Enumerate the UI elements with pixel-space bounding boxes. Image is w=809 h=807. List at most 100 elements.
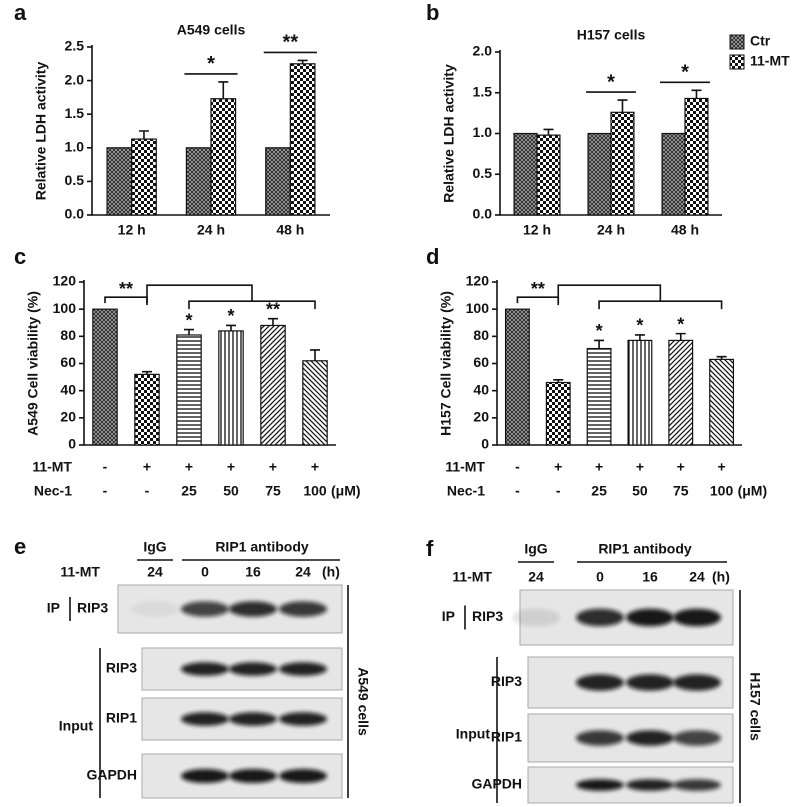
y-tick-label: 80 xyxy=(60,327,76,343)
condition-value: - xyxy=(103,459,108,475)
cell-line-label: H157 cells xyxy=(747,672,763,741)
blot-band xyxy=(576,674,624,691)
significance-label: * xyxy=(207,53,215,75)
y-tick-label: 0 xyxy=(481,436,489,452)
y-tick-label: 0.5 xyxy=(65,172,85,188)
bar xyxy=(218,330,244,446)
bar xyxy=(513,132,538,216)
condition-value: + xyxy=(554,459,562,475)
blot-band xyxy=(626,608,674,627)
y-tick-label: 20 xyxy=(60,409,76,425)
blot-band xyxy=(626,730,674,746)
x-tick-label: 12 h xyxy=(523,222,551,238)
error-bar xyxy=(691,89,702,99)
y-axis-label: A549 Cell viability (%) xyxy=(25,291,41,436)
condition-value: + xyxy=(636,459,644,475)
error-bar xyxy=(716,355,727,360)
condition-name: Nec-1 xyxy=(447,483,485,499)
input-label: Input xyxy=(456,726,491,742)
bar xyxy=(661,132,686,216)
error-bar xyxy=(634,334,645,341)
bar xyxy=(260,324,286,446)
y-tick-label: 100 xyxy=(466,300,490,316)
bar xyxy=(106,147,133,216)
condition-name: 11-MT xyxy=(445,459,485,475)
blot-band xyxy=(229,601,277,617)
bar xyxy=(176,334,202,446)
condition-value: 25 xyxy=(181,483,197,499)
time-label: 24 xyxy=(147,564,163,580)
x-tick-label: 48 h xyxy=(276,222,304,238)
bar xyxy=(586,347,612,446)
legend-label: Ctr xyxy=(750,33,771,49)
bar xyxy=(289,63,316,216)
blot-band xyxy=(576,730,624,746)
bar xyxy=(668,339,694,446)
significance-label: * xyxy=(677,314,684,334)
input-target: RIP1 xyxy=(106,710,137,726)
panel-letter: e xyxy=(14,534,26,559)
blot-band xyxy=(279,662,327,676)
input-label: Input xyxy=(59,718,94,734)
error-bar xyxy=(297,59,308,64)
ip-target: RIP3 xyxy=(472,608,503,624)
blot-band xyxy=(229,662,277,676)
bar xyxy=(92,308,118,446)
bar xyxy=(185,147,212,216)
condition-value: + xyxy=(595,459,603,475)
error-bar xyxy=(184,328,194,335)
treatment-label: 11-MT xyxy=(60,564,100,580)
y-tick-label: 60 xyxy=(473,354,489,370)
bar xyxy=(265,147,291,216)
y-tick-label: 1.0 xyxy=(473,124,493,140)
significance-label: * xyxy=(681,62,689,84)
time-unit: (h) xyxy=(322,564,340,580)
blot-band xyxy=(181,601,229,617)
condition-value: 75 xyxy=(673,483,689,499)
y-tick-label: 120 xyxy=(53,273,77,289)
bar xyxy=(504,308,530,446)
blot-band xyxy=(181,662,229,676)
error-bar xyxy=(138,130,149,140)
bar xyxy=(302,360,328,446)
chart-title: A549 cells xyxy=(177,22,246,38)
y-tick-label: 40 xyxy=(473,381,489,397)
panel-letter: f xyxy=(426,536,434,561)
condition-value: + xyxy=(311,459,319,475)
chart-title: H157 cells xyxy=(577,27,646,43)
blot-band xyxy=(626,674,674,691)
condition-value: + xyxy=(269,459,277,475)
group-label: RIP1 antibody xyxy=(215,539,309,555)
treatment-label: 11-MT xyxy=(452,569,492,585)
ip-label: IP xyxy=(442,608,455,624)
error-bar xyxy=(142,370,152,375)
condition-value: 50 xyxy=(632,483,648,499)
legend-label: 11-MT xyxy=(750,53,790,69)
x-tick-label: 24 h xyxy=(597,222,625,238)
condition-value: - xyxy=(556,483,561,499)
blot-band xyxy=(576,779,624,791)
panel-letter: a xyxy=(14,0,27,25)
time-label: 24 xyxy=(528,569,544,585)
error-bar xyxy=(553,379,564,383)
blot-band xyxy=(279,712,327,726)
y-tick-label: 2.0 xyxy=(473,43,493,59)
bar xyxy=(627,339,653,446)
error-bar xyxy=(675,332,686,341)
y-tick-label: 20 xyxy=(473,409,489,425)
blot-band xyxy=(512,608,560,627)
y-tick-label: 0.5 xyxy=(473,165,493,181)
condition-value: + xyxy=(185,459,193,475)
bar xyxy=(210,98,237,216)
bar xyxy=(545,381,571,446)
group-label: RIP1 antibody xyxy=(598,541,692,557)
y-tick-label: 100 xyxy=(53,300,77,316)
panel-letter: c xyxy=(14,244,26,269)
condition-value: - xyxy=(515,459,520,475)
condition-value: - xyxy=(145,483,150,499)
bar xyxy=(684,97,709,216)
x-tick-label: 48 h xyxy=(671,222,699,238)
y-tick-label: 2.0 xyxy=(65,71,85,87)
blot-band xyxy=(181,712,229,726)
blot-band xyxy=(131,601,179,617)
